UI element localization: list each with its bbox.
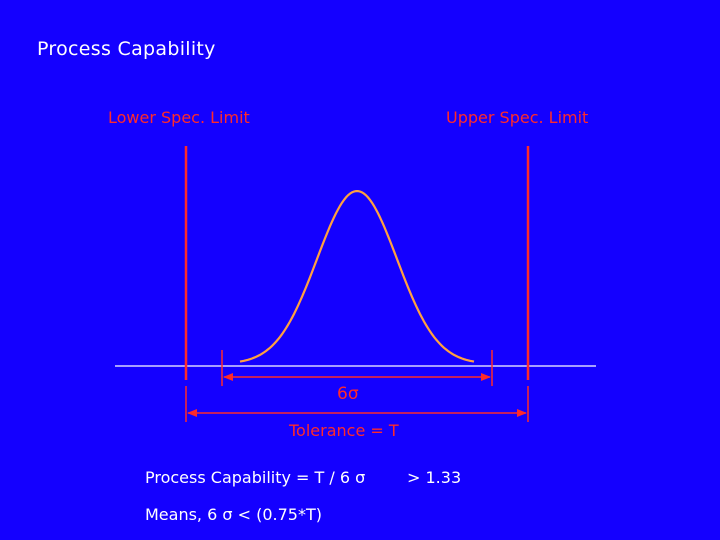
upper-spec-limit-label: Upper Spec. Limit — [446, 108, 589, 127]
lower-spec-limit-label: Lower Spec. Limit — [108, 108, 250, 127]
tolerance-left-arrowhead — [187, 409, 197, 417]
normal-distribution-curve — [239, 190, 475, 363]
tolerance-label: Tolerance = T — [289, 421, 399, 440]
tolerance-right-arrowhead — [517, 409, 527, 417]
capability-formula: Process Capability = T / 6 σ — [145, 468, 366, 487]
six-sigma-label: 6σ — [337, 384, 359, 404]
capability-threshold: > 1.33 — [407, 468, 462, 487]
slide-title: Process Capability — [37, 38, 216, 60]
six-sigma-left-arrowhead — [223, 373, 233, 381]
six-sigma-right-arrowhead — [481, 373, 491, 381]
means-line: Means, 6 σ < (0.75*T) — [145, 505, 322, 524]
